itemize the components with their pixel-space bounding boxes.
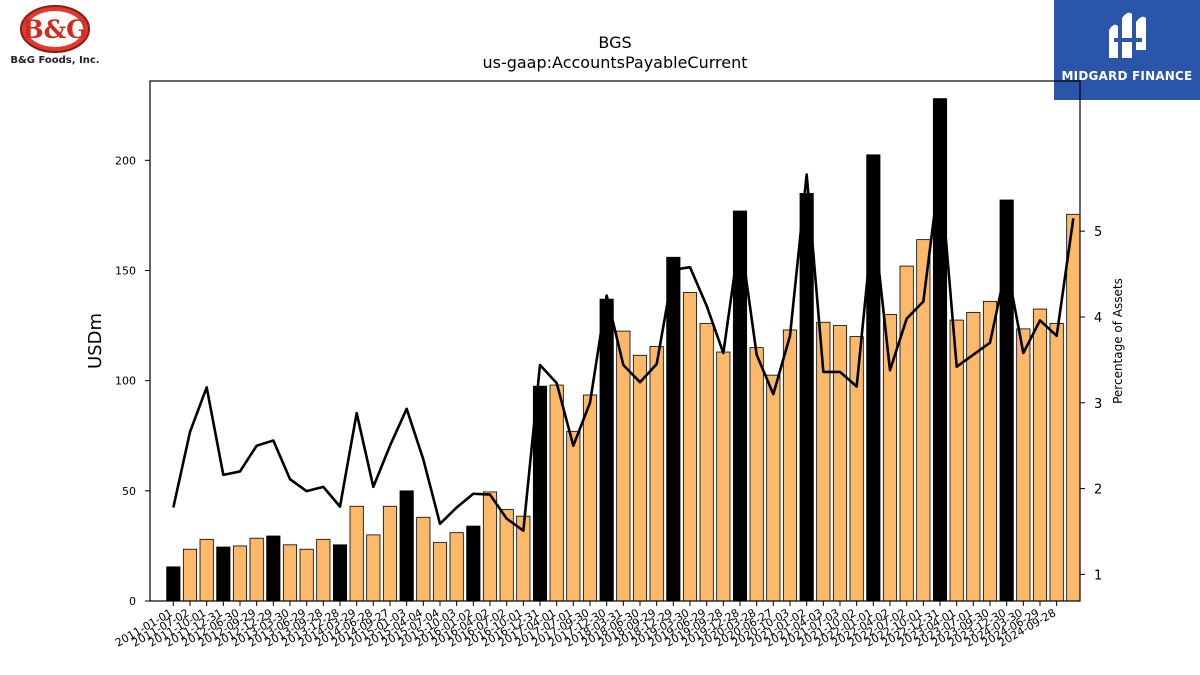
midgard-finance-logo: MIDGARD FINANCE [1054, 0, 1200, 100]
bars-layer [166, 98, 1081, 602]
bar [699, 322, 714, 602]
bar [999, 199, 1014, 602]
bar [482, 491, 498, 602]
bar [449, 532, 464, 602]
y-tick-label: 100 [115, 375, 136, 388]
y2-tick-label: 5 [1094, 225, 1102, 240]
bar [749, 347, 764, 602]
bar [232, 545, 248, 602]
chart-subtitle: us-gaap:AccountsPayableCurrent [482, 53, 747, 72]
midgard-emblem-icon [1109, 12, 1146, 59]
bar [466, 525, 481, 602]
y-tick-label: 200 [115, 154, 136, 167]
bar [566, 430, 581, 602]
y2-tick-label: 3 [1094, 397, 1102, 412]
bar [266, 535, 281, 602]
y-tick-label: 150 [115, 264, 136, 277]
bar [582, 394, 598, 602]
bg-foods-emblem: B&G [20, 5, 90, 53]
bg-foods-name: B&G Foods, Inc. [10, 55, 100, 66]
bar [249, 537, 264, 602]
bar [899, 265, 914, 602]
y2-tick-label: 2 [1094, 483, 1102, 498]
bar [666, 256, 681, 602]
bar [599, 298, 614, 602]
bar [432, 542, 448, 602]
bar [782, 329, 798, 602]
bar [649, 346, 664, 602]
bar [716, 351, 731, 602]
bar [399, 490, 414, 602]
y-tick-label: 50 [122, 485, 136, 498]
bar [1016, 328, 1031, 602]
chart-title: BGS [598, 33, 631, 52]
bar [766, 374, 781, 602]
bar [216, 546, 231, 602]
pct-assets-line [172, 168, 1075, 532]
bar [682, 292, 698, 602]
bar [1032, 308, 1048, 602]
bar [1066, 213, 1081, 602]
bar [316, 538, 331, 602]
bg-emblem-text: B&G [22, 15, 87, 44]
bar [349, 505, 364, 602]
bar [632, 354, 648, 602]
midgard-finance-name: MIDGARD FINANCE [1061, 69, 1193, 83]
bar [832, 325, 848, 602]
bg-foods-logo: B&G B&G Foods, Inc. [2, 4, 108, 70]
bar [166, 566, 181, 602]
bar [282, 544, 298, 602]
pct-assets-line-layer [172, 168, 1075, 532]
bar [332, 544, 348, 602]
bar [382, 505, 398, 602]
y-tick-label: 0 [129, 595, 136, 608]
y2-tick-label: 1 [1094, 568, 1102, 583]
bar [549, 384, 564, 602]
bar [182, 548, 198, 602]
bar [299, 548, 314, 602]
bar [416, 516, 431, 602]
axes-layer: 050100150200123452011-01-012011-07-02201… [113, 80, 1102, 650]
plot-frame [149, 80, 1081, 602]
bar [366, 534, 381, 602]
bar [199, 538, 214, 602]
bar [799, 192, 814, 602]
y-axis-label: USDm [85, 313, 106, 369]
y2-axis-label: Percentage of Assets [1111, 278, 1125, 404]
y2-tick-label: 4 [1094, 311, 1102, 326]
bar [1049, 322, 1064, 602]
